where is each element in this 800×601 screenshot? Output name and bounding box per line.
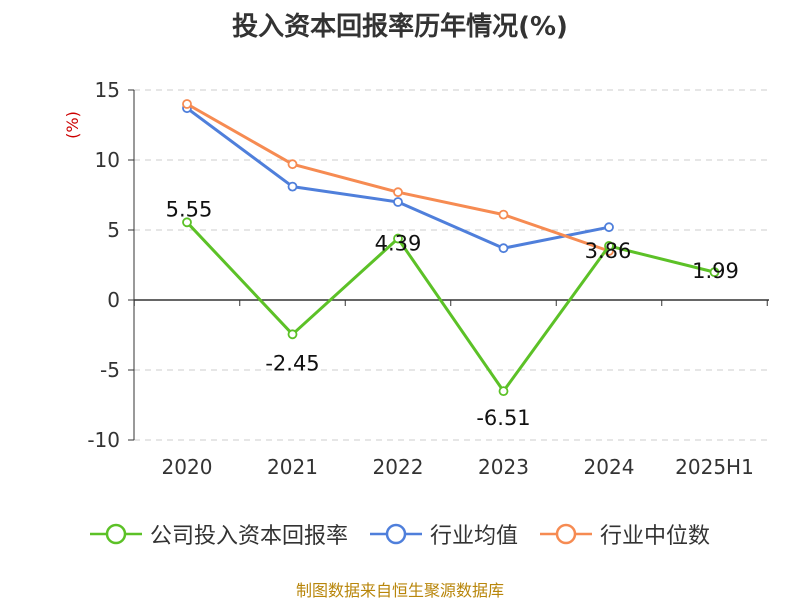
- data-point[interactable]: [393, 187, 403, 198]
- data-label: 5.55: [166, 197, 213, 221]
- legend-marker-icon: [369, 523, 422, 545]
- series-line: [186, 102, 610, 253]
- data-point[interactable]: [709, 267, 720, 278]
- series: [182, 99, 720, 397]
- series-line: [186, 106, 610, 250]
- series-0: [182, 217, 720, 397]
- data-point[interactable]: [287, 329, 298, 340]
- data-label: 1.99: [692, 259, 739, 283]
- data-label: 4.39: [375, 232, 422, 256]
- data-point[interactable]: [498, 243, 509, 254]
- axes: 15 10 5 0 -5 -10 2020 2021 2022 2023 2024 2025H1: [87, 78, 769, 479]
- data-label: -2.45: [265, 351, 319, 375]
- legend-marker-icon: [540, 523, 592, 545]
- data-point[interactable]: [498, 209, 509, 220]
- grid-lines: [134, 89, 769, 441]
- x-tick-label: 2020: [162, 455, 213, 479]
- data-point[interactable]: [498, 386, 509, 397]
- chart-title: 投入资本回报率历年情况(%): [232, 12, 568, 42]
- data-point[interactable]: [182, 217, 192, 228]
- data-label: -6.51: [476, 406, 530, 430]
- x-tick-label: 2025H1: [675, 455, 754, 479]
- legend-marker-icon: [89, 523, 142, 545]
- y-tick-label: 0: [107, 288, 120, 312]
- y-tick-label: 5: [107, 218, 120, 242]
- x-tick-label: 2024: [584, 455, 635, 479]
- data-point[interactable]: [393, 233, 403, 244]
- legend-label: 公司投入资本回报率: [149, 524, 348, 549]
- y-tick-label: -5: [100, 358, 120, 382]
- series-line: [185, 221, 715, 393]
- line-chart: 15 10 5 0 -5 -10 2020 2021 2022 2023 2024 2025H1 5.…: [63, 78, 769, 479]
- legend-item[interactable]: 行业中位数: [540, 518, 710, 550]
- legend-item[interactable]: 行业均值: [369, 518, 518, 550]
- data-point[interactable]: [287, 159, 298, 170]
- y-axis-unit-label: (%): [63, 111, 82, 139]
- x-tick-label: 2022: [373, 455, 424, 479]
- y-tick-label: -10: [87, 428, 120, 452]
- y-tick-label: 10: [95, 148, 120, 172]
- data-point[interactable]: [287, 181, 298, 192]
- data-point[interactable]: [182, 99, 192, 109]
- x-tick-label: 2021: [267, 455, 318, 479]
- series-1: [182, 103, 614, 254]
- legend-item[interactable]: 公司投入资本回报率: [89, 518, 348, 550]
- legend-label: 行业中位数: [600, 524, 711, 549]
- y-tick-label: 15: [95, 78, 120, 102]
- legend-label: 行业均值: [429, 524, 518, 549]
- chart-legend: 公司投入资本回报率 行业均值 行业中位数: [0, 518, 800, 550]
- data-point[interactable]: [393, 197, 403, 207]
- data-labels: 5.55 -2.45 4.39 -6.51 3.86 1.99: [166, 197, 739, 430]
- data-point[interactable]: [604, 241, 614, 251]
- data-label: 3.86: [585, 239, 632, 263]
- x-tick-label: 2023: [478, 455, 529, 479]
- data-point[interactable]: [604, 222, 614, 233]
- data-source-note: 制图数据来自恒生聚源数据库: [295, 581, 504, 600]
